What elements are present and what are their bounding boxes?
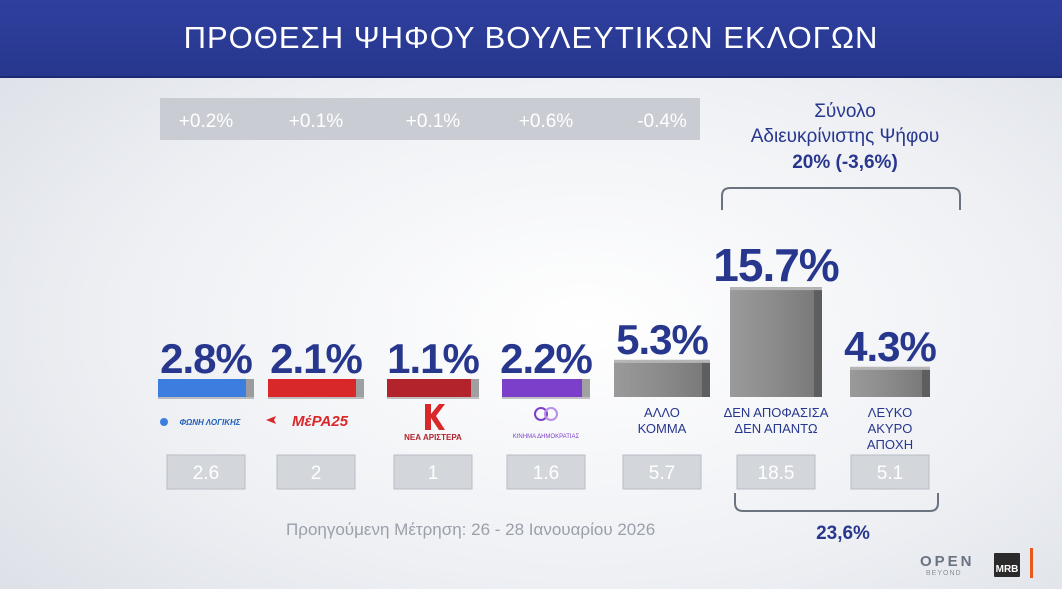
bar xyxy=(614,359,702,397)
bar-side xyxy=(814,287,822,397)
brand-accent-bar xyxy=(1030,548,1033,578)
value-label: 2.2% xyxy=(500,335,592,382)
undecided-bottom-brace xyxy=(734,493,939,512)
foni-logikis-logo-icon xyxy=(160,418,168,426)
previous-value-box xyxy=(850,454,930,490)
bar xyxy=(268,379,356,397)
party-logo-text: ΚΙΝΗΜΑ ΔΗΜΟΚΡΑΤΙΑΣ xyxy=(513,434,580,440)
change-label: +0.1% xyxy=(406,111,461,132)
value-label: 4.3% xyxy=(844,323,936,370)
undecided-top-brace xyxy=(721,187,961,210)
previous-undecided-total: 23,6% xyxy=(816,523,870,544)
value-label: 5.3% xyxy=(616,316,708,363)
category-label: ΔΕΝ ΑΠΟΦΑΣΙΣΑ xyxy=(724,405,829,420)
previous-value-label: 1.6 xyxy=(533,463,559,484)
bar-side xyxy=(246,379,254,397)
undecided-total-value: 20% (-3,6%) xyxy=(792,152,898,173)
bar-top xyxy=(614,359,710,363)
bar-shadow xyxy=(387,397,479,399)
nea-aristera-logo-icon xyxy=(425,404,445,430)
category-label: ΛΕΥΚΟ xyxy=(868,405,912,420)
category-label: ΑΛΛΟ xyxy=(644,405,680,420)
bar-shadow xyxy=(268,397,364,399)
change-label: +0.2% xyxy=(179,111,234,132)
previous-value-box xyxy=(276,454,356,490)
value-label: 2.1% xyxy=(270,335,362,382)
kinima-logo-icon xyxy=(544,407,558,421)
change-label: -0.4% xyxy=(637,111,687,132)
bar xyxy=(502,379,582,397)
value-label: 1.1% xyxy=(387,335,479,382)
bar-shadow xyxy=(502,397,590,399)
value-label: 15.7% xyxy=(713,239,839,291)
category-label: ΔΕΝ ΑΠΑΝΤΩ xyxy=(734,421,817,436)
party-logo-text: ΦΩΝΗ ΛΟΓΙΚΗΣ xyxy=(179,418,240,427)
undecided-total-line: Σύνολο xyxy=(814,101,876,122)
previous-value-box xyxy=(166,454,246,490)
previous-value-label: 2 xyxy=(311,463,322,484)
bar xyxy=(158,379,246,397)
kinima-logo-icon xyxy=(534,407,548,421)
bar-shadow xyxy=(158,397,254,399)
previous-value-label: 5.1 xyxy=(877,463,903,484)
change-label: +0.1% xyxy=(289,111,344,132)
change-label: +0.6% xyxy=(519,111,574,132)
undecided-total-line: Αδιευκρίνιστης Ψήφου xyxy=(751,126,940,147)
previous-measurement-note: Προηγούμενη Μέτρηση: 26 - 28 Ιανουαρίου … xyxy=(286,520,656,539)
change-strip xyxy=(160,98,700,140)
previous-value-box xyxy=(393,454,473,490)
open-logo: OPEN xyxy=(920,553,975,570)
previous-value-label: 5.7 xyxy=(649,463,675,484)
party-logo-text: ΜέΡΑ25 xyxy=(292,413,349,430)
bar-side xyxy=(356,379,364,397)
previous-value-label: 2.6 xyxy=(193,463,219,484)
previous-value-box xyxy=(736,454,816,490)
bar-side xyxy=(702,359,710,397)
chart-title: ΠΡΟΘΕΣΗ ΨΗΦΟΥ ΒΟΥΛΕΥΤΙΚΩΝ ΕΚΛΟΓΩΝ xyxy=(183,20,879,55)
bar-side xyxy=(922,366,930,397)
mrb-logo: MRB xyxy=(994,553,1020,577)
party-logo-text: ΝΕΑ ΑΡΙΣΤΕΡΑ xyxy=(404,433,462,442)
previous-value-box xyxy=(506,454,586,490)
mera25-logo-icon xyxy=(266,416,276,424)
previous-value-box xyxy=(622,454,702,490)
category-label: ΚΟΜΜΑ xyxy=(638,421,687,436)
previous-value-label: 18.5 xyxy=(758,463,795,484)
value-label: 2.8% xyxy=(160,335,252,382)
category-label: ΑΠΟΧΗ xyxy=(867,437,913,452)
bar xyxy=(730,287,814,397)
title-bar xyxy=(0,0,1062,78)
bar xyxy=(387,379,471,397)
category-label: ΑΚΥΡΟ xyxy=(868,421,913,436)
open-logo-subtitle: BEYOND xyxy=(926,570,962,577)
previous-value-label: 1 xyxy=(428,463,439,484)
bar xyxy=(850,366,922,397)
bar-top xyxy=(730,287,822,291)
bar-side xyxy=(471,379,479,397)
bar-top xyxy=(850,366,930,370)
bar-side xyxy=(582,379,590,397)
